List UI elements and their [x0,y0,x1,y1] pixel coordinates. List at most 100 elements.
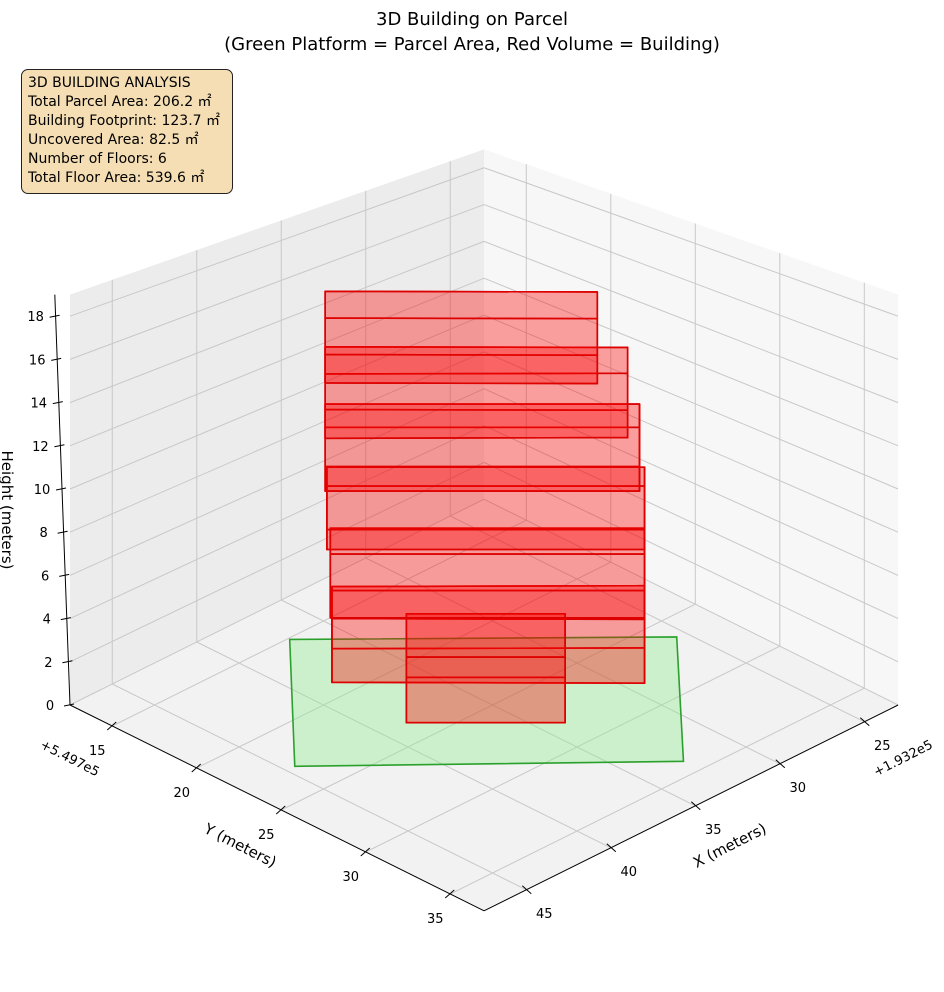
building-floor-5 [324,346,629,440]
grid-line-y [365,645,781,853]
building-floor-6 [324,290,599,385]
floor-top-face [405,612,566,658]
grid-line-z-left [69,351,485,533]
tick-labels: 0 2 4 6 8 10 12 14 16 18 15 20 25 30 35 25 30 35 40 45 [27,310,890,927]
grid-line-x [365,557,781,765]
x-tick-mark [775,759,786,769]
x-tick-label: 30 [790,781,807,796]
y-tick-label: 15 [89,744,106,759]
z-tick-mark [62,660,73,664]
z-axis-line [54,294,71,706]
z-axis-label: Height (meters) [0,451,16,570]
info-line-uncovered: Uncovered Area: 82.5 ㎡ [28,132,199,148]
z-tick-label: 4 [43,613,51,628]
grid-line-y [196,561,612,769]
info-line-footprint: Building Footprint: 123.7 ㎡ [28,113,221,129]
floor-side-face [329,553,646,619]
y-tick-mark [275,805,286,815]
grid-line-z-left [69,461,485,663]
z-tick-mark [63,703,75,707]
x-tick-mark [606,843,617,853]
grid-line-z-right [483,388,899,576]
x-axis-line [483,704,899,912]
y-tick-mark [444,889,455,899]
z-tick-label: 12 [32,440,49,455]
y-tick-label: 35 [427,912,444,927]
grid-line-z-right [483,204,899,360]
info-heading: 3D BUILDING ANALYSIS [28,75,191,91]
y-tick-label: 30 [342,870,359,885]
left-wall-pane [70,149,485,705]
grid-line-z-left [69,425,485,620]
z-tick-mark [60,617,71,621]
z-tick-mark [55,487,67,491]
grid-line-z-right [483,425,899,620]
y-tick-label: 20 [173,786,190,801]
z-tick-label: 14 [31,397,48,412]
grid-line-z-left [69,240,485,404]
grid-line-x [450,515,865,723]
floor-side-face [326,485,646,551]
grid-line-y [281,603,696,811]
chart-subtitle: (Green Platform = Parcel Area, Red Volum… [224,34,720,55]
grid-line-z-left [69,277,485,447]
floor-side-face [405,656,566,724]
z-tick-mark [49,314,60,318]
axes-panes [70,149,899,911]
grid-line-z-right [483,277,899,447]
grid-line-z-left [69,204,485,360]
grid-line-y [450,687,865,895]
grid-line-x [112,683,527,891]
grid-lines [69,161,899,895]
z-tick-label: 16 [29,353,46,368]
x-tick-label: 45 [536,907,553,922]
chart-title: 3D Building on Parcel [376,9,568,30]
grid-line-z-right [483,498,899,706]
grid-line-z-left [69,388,485,576]
grid-line-z-left [69,498,485,706]
parcel-platform [288,636,685,768]
grid-line-x [281,599,696,807]
info-line-floor-area: Total Floor Area: 539.6 ㎡ [28,170,205,186]
y-tick-label: 25 [258,828,275,843]
info-line-floors: Number of Floors: 6 [28,151,167,167]
z-tick-label: 8 [39,526,47,541]
y-tick-mark [360,847,371,857]
x-tick-label: 40 [621,865,638,880]
z-tick-label: 6 [41,569,49,584]
right-wall-pane [484,149,899,705]
grid-line-z-left [69,314,485,490]
z-tick-label: 18 [27,310,44,325]
x-axis-label: X (meters) [690,819,769,871]
y-tick-mark [191,763,202,773]
z-tick-mark [52,401,63,405]
x-tick-label: 35 [705,823,722,838]
floor-top-face [329,527,646,555]
y-tick-mark [106,721,117,731]
building-floor-2 [329,527,646,619]
analysis-info-box: 3D BUILDING ANALYSIS Total Parcel Area: … [21,69,233,194]
floor-side-face [324,317,599,385]
grid-line-z-right [483,314,899,490]
plot-marks [288,290,685,768]
floor-top-face [324,290,599,320]
grid-line-z-right [483,461,899,663]
z-tick-mark [59,573,70,577]
z-tick-label: 2 [44,656,52,671]
z-tick-mark [51,357,62,361]
z-tick-label: 0 [46,699,54,714]
z-tick-label: 10 [34,483,51,498]
z-tick-mark [57,530,68,534]
z-tick-mark [54,444,65,448]
floor-top-face [331,584,646,621]
grid-line-z-right [483,167,899,317]
x-tick-mark [859,717,870,727]
grid-line-z-right [483,351,899,533]
info-line-parcel-area: Total Parcel Area: 206.2 ㎡ [28,94,212,110]
grid-line-z-left [69,167,485,317]
building-floor-1 [405,612,566,724]
building-floor-4 [324,403,641,492]
floor-pane [70,499,899,911]
x-tick-label: 25 [874,739,891,754]
